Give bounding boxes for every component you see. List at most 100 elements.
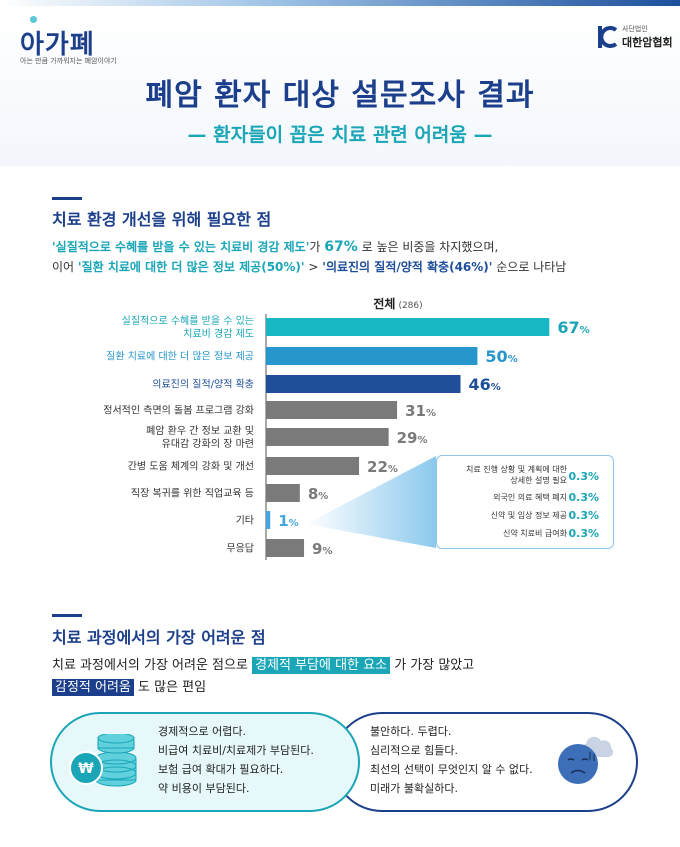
category-label-4: 폐암 환우 간 정보 교환 및 유대감 강화의 장 마련 bbox=[146, 425, 254, 450]
section1-accent-line bbox=[52, 197, 82, 200]
category-label-line: 질환 치료에 대한 더 많은 정보 제공 bbox=[106, 351, 254, 363]
callout-label-line: 신약 및 임상 정보 제공 bbox=[490, 511, 567, 520]
callout-label-line: 신약 치료비 급여화 bbox=[503, 529, 567, 538]
bar-2 bbox=[266, 375, 461, 393]
callout-box: 치료 진행 상황 및 계획에 대한 상세한 설명 필요 0.3% 외국인 의료 혜택 … bbox=[436, 455, 614, 549]
worried-face-icon bbox=[558, 736, 614, 784]
value-unit: % bbox=[426, 408, 436, 419]
desc-highlight-percent: 67% bbox=[324, 239, 358, 255]
bar-4 bbox=[266, 428, 389, 446]
header-background bbox=[0, 6, 680, 166]
bar-8 bbox=[266, 539, 305, 557]
callout-label-line: 외국인 의료 혜택 폐지 bbox=[493, 493, 567, 502]
value-number: 31 bbox=[405, 402, 426, 420]
economic-item: 경제적으로 어렵다. bbox=[158, 725, 246, 738]
category-label-5: 간병 도움 체계의 강화 및 개선 bbox=[128, 461, 254, 473]
logo-dot-icon bbox=[30, 16, 37, 23]
economic-item: 약 비용이 부담된다. bbox=[158, 782, 250, 795]
org-logo-icon bbox=[598, 26, 618, 48]
para-text: 치료 과정에서의 가장 어려운 점으로 bbox=[52, 658, 253, 673]
category-label-line: 실질적으로 수혜를 받을 수 있는 bbox=[122, 315, 254, 327]
desc-text: 가 bbox=[309, 240, 325, 254]
value-unit: % bbox=[508, 354, 518, 365]
para-text: 도 많은 편임 bbox=[133, 680, 207, 695]
category-label-line: 유대감 강화의 장 마련 bbox=[162, 438, 254, 450]
value-number: 22 bbox=[367, 458, 388, 476]
para-highlight-economic: 경제적 부담에 대한 요소 bbox=[252, 657, 391, 674]
value-unit: % bbox=[318, 491, 328, 502]
category-label-6: 직장 복귀를 위한 직업교육 등 bbox=[131, 487, 254, 500]
value-label-0: 67% bbox=[557, 318, 589, 337]
para-text: 가 가장 많았고 bbox=[390, 658, 475, 673]
value-label-6: 8% bbox=[308, 485, 328, 503]
section1-desc-line2: 이어 '질환 치료에 대한 더 많은 정보 제공(50%)' > '의료진의 질… bbox=[52, 258, 566, 275]
value-number: 67 bbox=[557, 318, 579, 337]
emotional-item: 미래가 불확실하다. bbox=[370, 782, 458, 795]
section2-line2: 감정적 어려움 도 많은 편임 bbox=[52, 676, 207, 696]
section1-desc-line1: '실질적으로 수혜를 받을 수 있는 치료비 경감 제도'가 67% 로 높은 … bbox=[52, 238, 498, 255]
value-label-1: 50% bbox=[485, 347, 517, 366]
category-label-8: 무응답 bbox=[226, 543, 254, 555]
callout-value: 0.3% bbox=[568, 527, 599, 540]
callout-label: 신약 및 임상 정보 제공 bbox=[491, 510, 567, 521]
category-label-line: 무응답 bbox=[226, 543, 254, 555]
economic-list: 경제적으로 어렵다. 비급여 치료비/치료제가 부담된다. 보험 급여 확대가 … bbox=[158, 722, 314, 798]
value-number: 29 bbox=[397, 429, 418, 447]
value-unit: % bbox=[289, 518, 299, 529]
brand-tagline: 아는 만큼 가까워지는 폐암이야기 bbox=[20, 57, 117, 65]
desc-text: 로 높은 비중을 차지했으며, bbox=[357, 240, 499, 254]
callout-label: 신약 치료비 급여화 bbox=[503, 528, 567, 539]
category-label-1: 질환 치료에 대한 더 많은 정보 제공 bbox=[106, 351, 254, 363]
emotional-item: 심리적으로 힘들다. bbox=[370, 744, 458, 757]
value-number: 1 bbox=[278, 512, 288, 530]
category-label-line: 정서적인 측면의 돌봄 프로그램 강화 bbox=[103, 405, 254, 417]
category-label-line: 직장 복귀를 위한 직업교육 등 bbox=[131, 487, 254, 500]
brand-logo: 아가폐 bbox=[20, 30, 95, 60]
top-gradient-band bbox=[0, 0, 680, 6]
org-name: 대한암협회 bbox=[622, 36, 673, 49]
bar-0 bbox=[266, 318, 550, 336]
value-number: 46 bbox=[469, 375, 491, 394]
value-label-2: 46% bbox=[469, 375, 501, 394]
desc-highlight-third: '의료진의 질적/양적 확충(46%)' bbox=[322, 260, 493, 274]
bar-6 bbox=[266, 484, 300, 502]
callout-label-line: 상세한 설명 필요 bbox=[510, 476, 567, 485]
callout-value: 0.3% bbox=[568, 509, 599, 522]
category-label-line: 기타 bbox=[236, 515, 254, 527]
emotional-list: 불안하다. 두렵다. 심리적으로 힘들다. 최선의 선택이 무엇인지 알 수 없… bbox=[370, 722, 533, 798]
para-highlight-emotional: 감정적 어려움 bbox=[52, 679, 134, 696]
category-label-line: 폐암 환우 간 정보 교환 및 bbox=[146, 425, 254, 437]
section2-title: 치료 과정에서의 가장 어려운 점 bbox=[52, 628, 266, 647]
desc-highlight-second: '질환 치료에 대한 더 많은 정보 제공(50%)' bbox=[77, 260, 305, 274]
bar-7 bbox=[266, 511, 271, 529]
value-label-7: 1% bbox=[278, 512, 298, 530]
desc-text: 이어 bbox=[52, 260, 78, 274]
category-label-2: 의료진의 질적/양적 확충 bbox=[152, 379, 254, 391]
callout-value: 0.3% bbox=[568, 470, 599, 483]
callout-label-line: 치료 진행 상황 및 계획에 대한 bbox=[465, 465, 567, 474]
value-unit: % bbox=[322, 546, 332, 557]
page-subtitle: — 환자들이 꼽은 치료 관련 어려움 — bbox=[187, 124, 493, 146]
value-unit: % bbox=[388, 464, 398, 475]
category-label-3: 정서적인 측면의 돌봄 프로그램 강화 bbox=[103, 405, 254, 417]
bar-5 bbox=[266, 457, 360, 475]
desc-text: > bbox=[304, 260, 323, 274]
callout-value: 0.3% bbox=[568, 491, 599, 504]
value-label-8: 9% bbox=[312, 540, 332, 558]
economic-item: 보험 급여 확대가 필요하다. bbox=[158, 763, 284, 776]
value-label-4: 29% bbox=[397, 429, 428, 447]
desc-highlight-top-item: '실질적으로 수혜를 받을 수 있는 치료비 경감 제도' bbox=[52, 240, 310, 254]
category-label-line: 치료비 경감 제도 bbox=[183, 327, 254, 340]
bar-chart: 전체 (286) 실질적으로 수혜를 받을 수 있는 치료비 경감 제도 67% 질환 … bbox=[103, 296, 590, 560]
callout-beam bbox=[306, 456, 436, 548]
coins-icon: ₩ bbox=[69, 734, 137, 787]
desc-text: 순으로 나타남 bbox=[492, 260, 567, 274]
value-unit: % bbox=[491, 382, 501, 393]
value-number: 8 bbox=[308, 485, 318, 503]
category-label-0: 실질적으로 수혜를 받을 수 있는 치료비 경감 제도 bbox=[122, 315, 254, 340]
bar-3 bbox=[266, 401, 398, 419]
value-unit: % bbox=[418, 435, 428, 446]
emotional-item: 최선의 선택이 무엇인지 알 수 없다. bbox=[370, 763, 533, 776]
section2-line1: 치료 과정에서의 가장 어려운 점으로 경제적 부담에 대한 요소 가 가장 많… bbox=[52, 654, 475, 674]
